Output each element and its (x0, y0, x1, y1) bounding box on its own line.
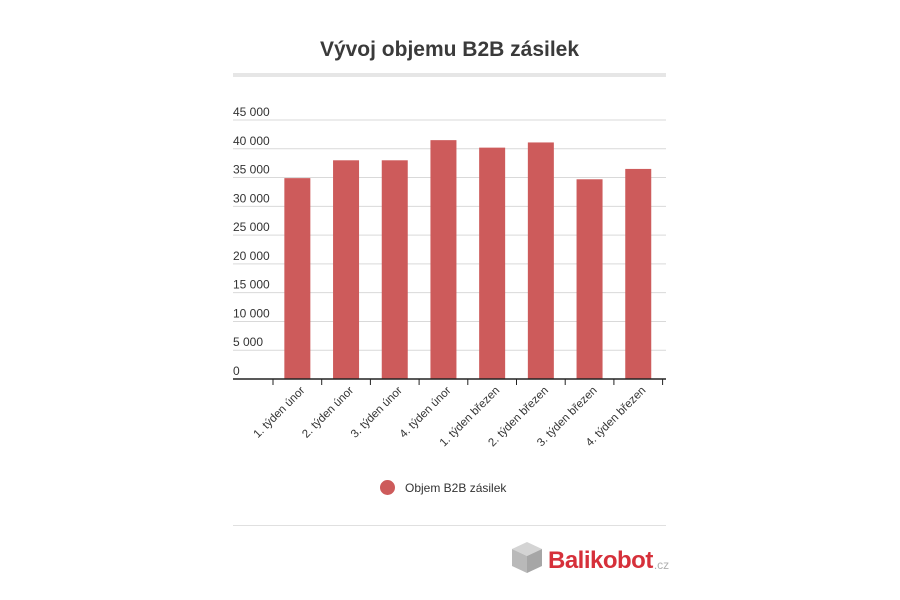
bar (430, 140, 457, 379)
bar (576, 179, 603, 379)
y-tick-label: 15 000 (233, 278, 270, 292)
bar (625, 168, 652, 379)
chart-title: Vývoj objemu B2B zásilek (319, 38, 580, 61)
legend: Objem B2B zásilek (380, 480, 506, 495)
logo-text: Balikobot (548, 547, 653, 574)
box-icon (512, 542, 542, 573)
balikobot-logo: Balikobot .cz (510, 540, 669, 574)
y-tick-label: 10 000 (233, 306, 270, 320)
bar (479, 147, 506, 379)
y-tick-label: 20 000 (233, 249, 270, 263)
y-tick-label: 35 000 (233, 163, 270, 177)
y-tick-label: 40 000 (233, 134, 270, 148)
footer-divider (233, 525, 666, 526)
y-tick-label: 0 (233, 364, 240, 378)
bar (333, 160, 360, 379)
y-tick-label: 25 000 (233, 220, 270, 234)
legend-label: Objem B2B zásilek (405, 480, 507, 495)
y-tick-label: 5 000 (233, 335, 263, 349)
bar (527, 142, 554, 379)
y-tick-label: 45 000 (233, 105, 270, 119)
y-tick-label: 30 000 (233, 191, 270, 205)
logo-tld: .cz (653, 558, 670, 572)
bar (381, 160, 408, 379)
bar (284, 178, 311, 379)
legend-marker-icon (380, 480, 395, 495)
title-divider (233, 73, 666, 77)
